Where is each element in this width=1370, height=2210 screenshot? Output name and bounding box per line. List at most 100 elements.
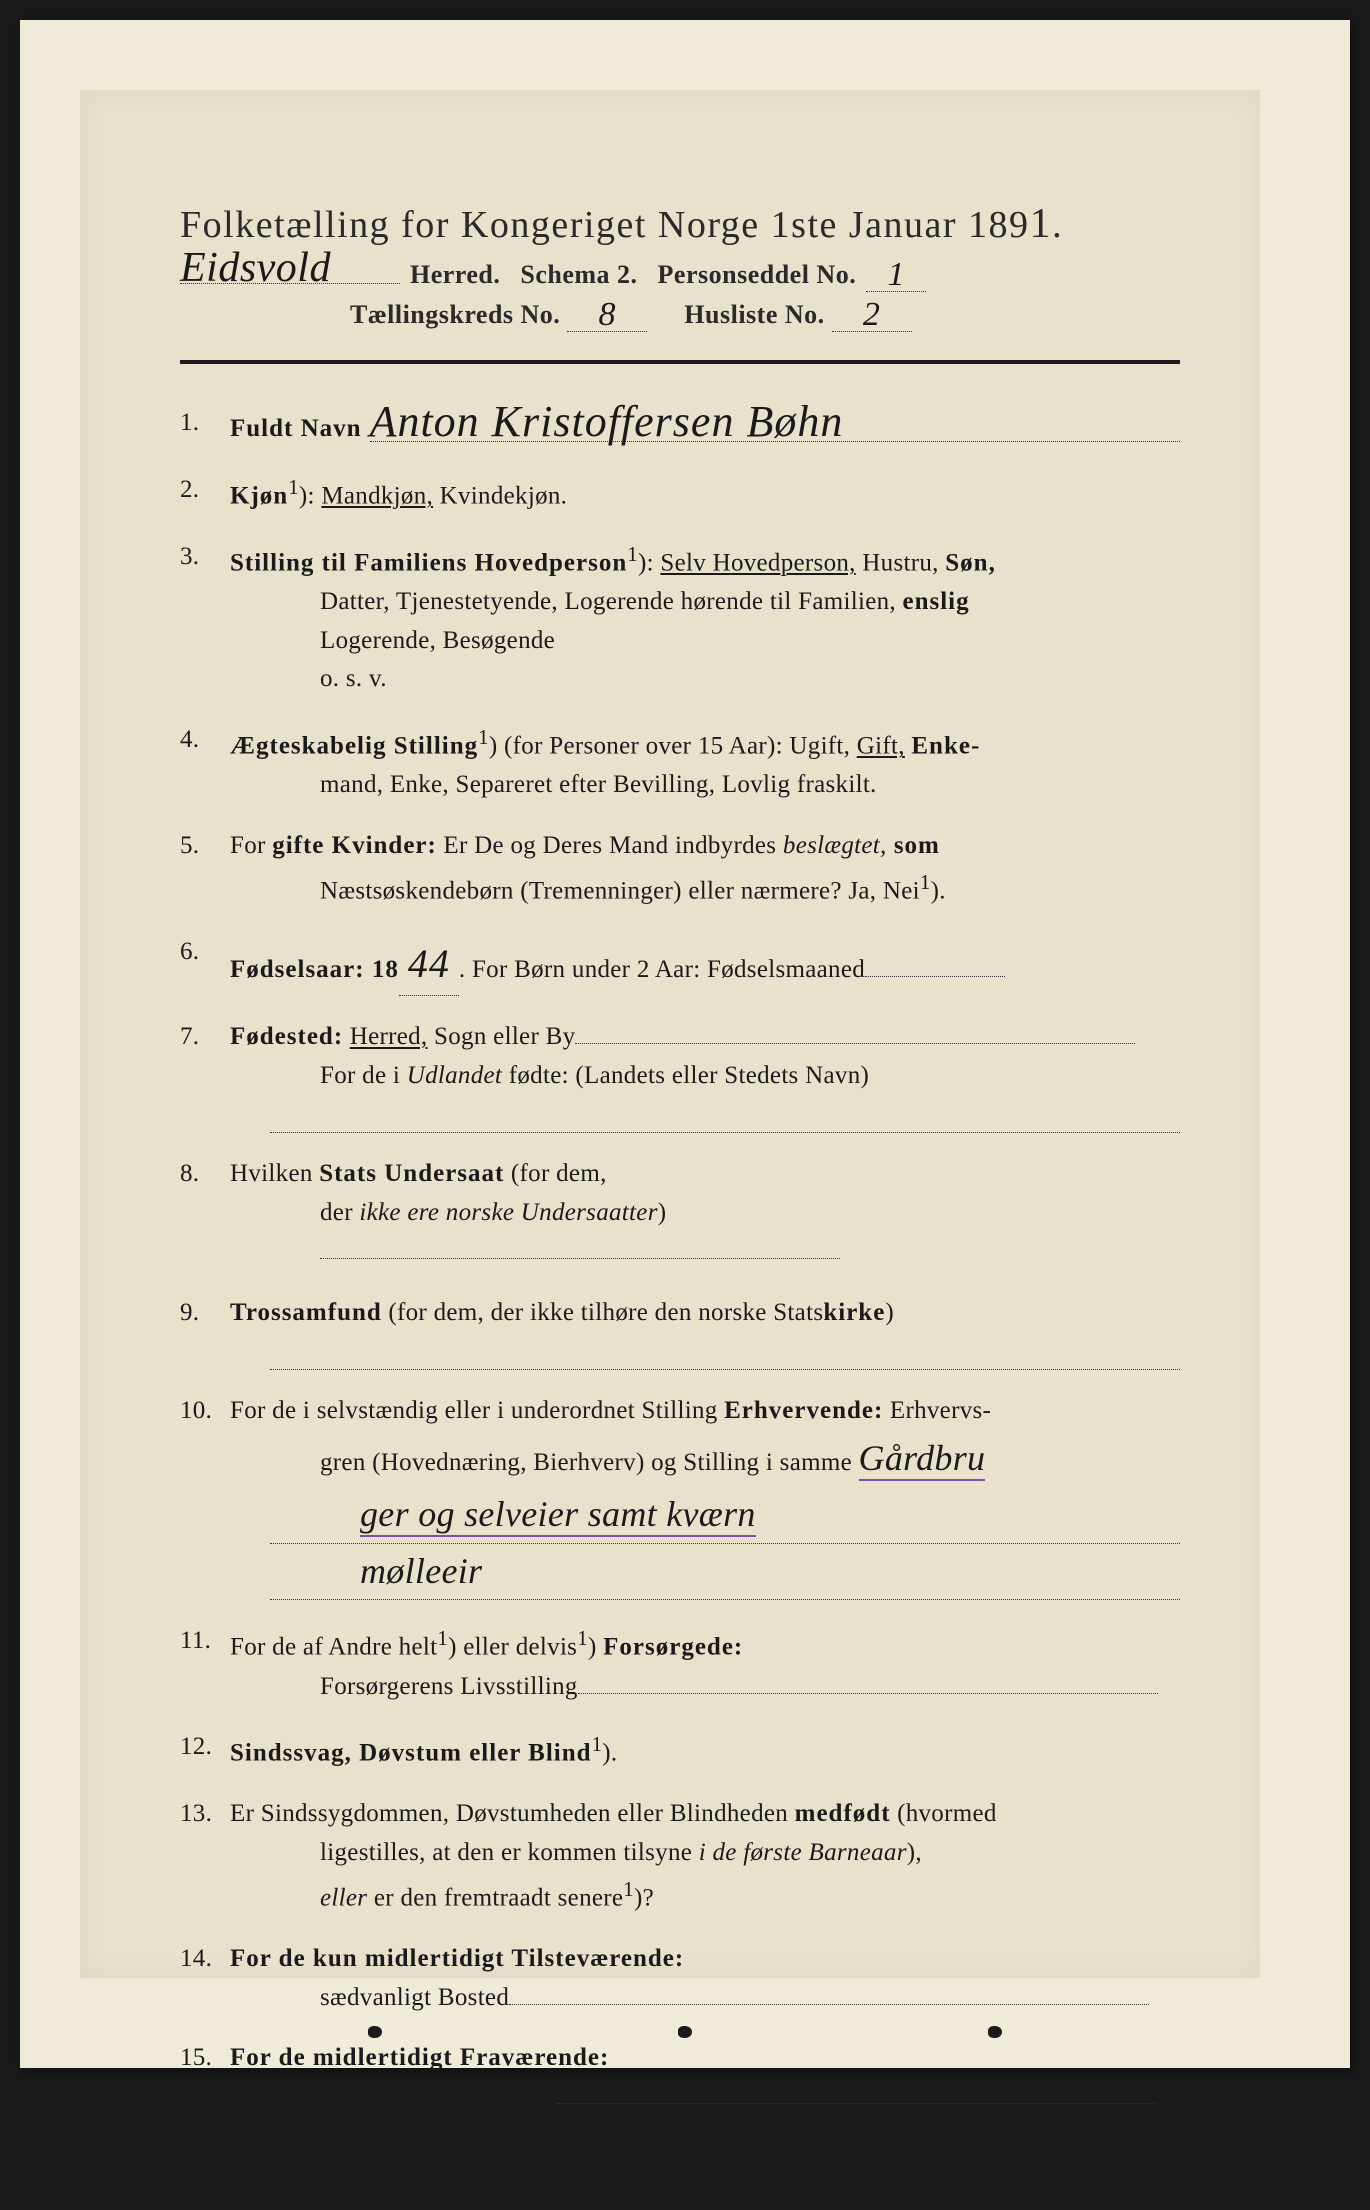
- italic3: eller: [320, 1884, 367, 1911]
- dotted-end: [556, 2103, 1156, 2104]
- herred-label: Herred.: [410, 260, 500, 290]
- page-wrapper: Folketælling for Kongeriget Norge 1ste J…: [20, 20, 1350, 2068]
- dot-icon: [988, 2026, 1002, 2038]
- item-num: 10.: [180, 1392, 212, 1431]
- text3: er den fremtraadt senere: [367, 1884, 623, 1911]
- bold1: Erhvervende:: [724, 1397, 883, 1424]
- item-1: 1. Fuldt Navn Anton Kristoffersen Bøhn: [180, 404, 1180, 449]
- footnote-text: ) De for hvert Tilfælde passende Ord und…: [254, 2183, 941, 2209]
- text: (for dem, der ikke tilhøre den norske St…: [382, 1299, 824, 1326]
- bold: For de kun midlertidigt Tilsteværende:: [230, 1945, 684, 1972]
- text-a: der: [320, 1199, 359, 1226]
- item-9: 9. Trossamfund (for dem, der ikke tilhør…: [180, 1294, 1180, 1371]
- italic: Udlandet: [407, 1062, 502, 1089]
- item-num: 8.: [180, 1155, 199, 1194]
- dot-icon: [368, 2026, 382, 2038]
- cont-line3: Logerende, Besøgende: [230, 622, 1180, 661]
- item-label: Kjøn: [230, 482, 288, 509]
- item-num: 13.: [180, 1795, 212, 1834]
- item-label: Fødested:: [230, 1023, 343, 1050]
- text2: (hvormed: [891, 1800, 997, 1827]
- header-line2: Eidsvold Herred. Schema 2. Personseddel …: [180, 256, 1180, 290]
- text1: For: [230, 832, 272, 859]
- item-num: 4.: [180, 721, 199, 760]
- item-label: Trossamfund: [230, 1299, 382, 1326]
- dotted-end: [320, 1258, 840, 1259]
- sup2: 1: [577, 1626, 588, 1650]
- birthyear-value: 44: [399, 933, 459, 996]
- bold1: gifte Kvinder:: [272, 832, 437, 859]
- cont-line3: eller er den fremtraadt senere1)?: [230, 1873, 1180, 1918]
- item-label: Stilling til Familiens Hovedperson: [230, 549, 627, 576]
- document-page: Folketælling for Kongeriget Norge 1ste J…: [80, 90, 1260, 1978]
- item-num: 5.: [180, 827, 199, 866]
- taellingskreds-label: Tællingskreds No.: [350, 300, 560, 329]
- text: gren (Hovednæring, Bierhverv) og Stillin…: [320, 1449, 852, 1476]
- dot-icon: [678, 2026, 692, 2038]
- text1: ) (for Personer over 15 Aar): Ugift,: [489, 732, 857, 759]
- cont-line2: mand, Enke, Separeret efter Bevilling, L…: [230, 766, 1180, 805]
- italic: ikke ere norske Undersaatter: [359, 1199, 657, 1226]
- sup: 1: [627, 542, 638, 566]
- bold1: medfødt: [795, 1800, 891, 1827]
- cont-line2: sædvanligt Bosted: [230, 1979, 1180, 2018]
- item-label: Ægteskabelig Stilling: [230, 732, 478, 759]
- binding-marks: [20, 2026, 1350, 2038]
- item-6: 6. Fødselsaar: 1844. For Børn under 2 Aa…: [180, 933, 1180, 996]
- cont-line4: o. s. v.: [230, 660, 1180, 699]
- dotted-end: [865, 976, 1005, 977]
- item-4: 4. Ægteskabelig Stilling1) (for Personer…: [180, 721, 1180, 805]
- divider-rule: [180, 360, 1180, 364]
- item-13: 13. Er Sindssygdommen, Døvstumheden elle…: [180, 1795, 1180, 1918]
- item-2: 2. Kjøn1): Mandkjøn, Kvindekjøn.: [180, 471, 1180, 516]
- opt-rest: Kvindekjøn.: [433, 482, 567, 509]
- sup: 1: [288, 475, 299, 499]
- item-15: 15. For de midlertidigt Fraværende: anta…: [180, 2039, 1180, 2117]
- title-period: .: [1052, 204, 1063, 246]
- item-14: 14. For de kun midlertidigt Tilsteværend…: [180, 1940, 1180, 2018]
- text: Forsørgerens Livsstilling: [320, 1673, 578, 1700]
- item-num: 11.: [180, 1622, 211, 1661]
- text-b: ): [658, 1199, 667, 1226]
- item-num: 7.: [180, 1018, 199, 1057]
- occ-line2: ger og selveier samt kværn: [270, 1487, 1180, 1544]
- underlined: Herred,: [350, 1023, 428, 1050]
- text: Datter, Tjenestetyende, Logerende hørend…: [320, 588, 903, 615]
- cont-line2: antageligt Opholdssted: [230, 2078, 1180, 2117]
- husliste-value: 2: [832, 300, 912, 332]
- text2: Er De og Deres Mand indbyrdes: [437, 832, 783, 859]
- husliste-label: Husliste No.: [684, 300, 824, 329]
- sup: 1: [478, 725, 489, 749]
- bold: Forsørgede:: [603, 1634, 743, 1661]
- dotted-end: [509, 2004, 1149, 2005]
- title-year-digit: 1: [1030, 201, 1053, 247]
- text: mand, Enke, Separeret efter Bevilling, L…: [320, 771, 877, 798]
- text1: For de af Andre helt: [230, 1634, 437, 1661]
- bold: Stats Undersaat: [319, 1160, 504, 1187]
- text-b: fødte: (Landets eller Stedets Navn): [502, 1062, 869, 1089]
- opt-underlined: Selv Hovedperson,: [660, 549, 855, 576]
- text2: Sogn eller By: [427, 1023, 575, 1050]
- schema-label: Schema 2.: [520, 260, 637, 290]
- rest1: Hustru,: [856, 549, 946, 576]
- text1: Hvilken: [230, 1160, 319, 1187]
- item-label: Fødselsaar: 18: [230, 956, 399, 983]
- personseddel-label: Personseddel No.: [658, 260, 857, 290]
- occ-line3: mølleeir: [270, 1544, 1180, 1601]
- title-text: Folketælling for Kongeriget Norge 1ste J…: [180, 204, 1030, 246]
- text: antageligt Opholdssted: [320, 2083, 556, 2110]
- bold2: som: [887, 832, 940, 859]
- end: ): [885, 1299, 894, 1326]
- item-num: 12.: [180, 1728, 212, 1767]
- item-num: 6.: [180, 933, 199, 972]
- sup: 1: [920, 870, 931, 894]
- bold: For de midlertidigt Fraværende:: [230, 2044, 609, 2071]
- cont-line2: Datter, Tjenestetyende, Logerende hørend…: [230, 583, 1180, 622]
- main-title: Folketælling for Kongeriget Norge 1ste J…: [180, 200, 1180, 248]
- italic: i de første Barneaar: [699, 1839, 907, 1866]
- dotted-line: [270, 1348, 1180, 1370]
- dotted-line: [270, 1111, 1180, 1133]
- text: Logerende, Besøgende: [320, 627, 555, 654]
- text3: ): [588, 1634, 603, 1661]
- footnote-sup: 1: [240, 2177, 254, 2199]
